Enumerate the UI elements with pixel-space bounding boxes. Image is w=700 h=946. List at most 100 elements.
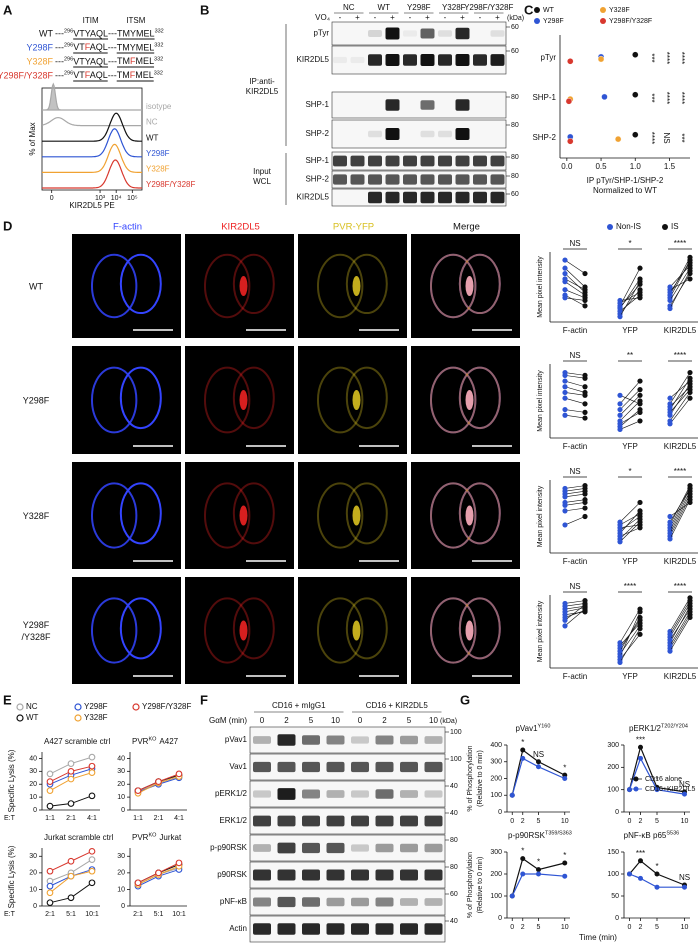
significance-label: *** [636, 735, 645, 744]
data-point [567, 58, 574, 65]
significance-label: *** [636, 849, 645, 858]
cell-outline [458, 597, 501, 660]
data-point [617, 401, 623, 407]
mw-label: 40 [450, 783, 458, 790]
blot-band [385, 191, 400, 204]
significance-label: NS [679, 873, 690, 882]
legend-label: Y298F/Y328F [609, 18, 652, 25]
itim-sequence: VTFAQL [73, 70, 108, 80]
data-point [509, 893, 515, 899]
data-point [536, 871, 541, 877]
legend-marker [16, 714, 24, 722]
significance-label: * [655, 862, 658, 871]
blot-band [351, 844, 369, 852]
pair-line [619, 420, 641, 430]
data-point [67, 894, 75, 902]
blot-label: KIR2DL5 [297, 193, 330, 202]
x-tick-label: YFP [622, 326, 638, 335]
histogram-curve [42, 128, 142, 158]
treatment-name: VO₄ [315, 13, 330, 22]
cell-outline [429, 253, 477, 319]
blot-band [385, 155, 400, 167]
blot-band [424, 843, 443, 853]
x-tick-label: 2:1 [133, 911, 143, 918]
residue: F [130, 56, 136, 66]
treatment-label: - [409, 13, 412, 22]
pair-line [619, 380, 641, 405]
legend-label: Y328F [146, 165, 170, 174]
data-point [582, 297, 588, 304]
blot-band [351, 790, 369, 798]
cell-outline [203, 597, 251, 664]
sequence-name: Y328F [26, 56, 53, 66]
data-point [562, 369, 568, 376]
cell-outline [429, 253, 477, 319]
significance-label: *** [647, 93, 656, 102]
blot-band [455, 128, 470, 140]
synapse-signal [465, 620, 474, 641]
blot-band [277, 815, 296, 827]
pair-line [564, 490, 586, 495]
y-tick-label: 20 [117, 781, 125, 788]
blot-band [326, 735, 345, 745]
data-point [562, 270, 568, 277]
plot-title-sup: T202/Y204 [661, 723, 688, 729]
pair-line [619, 289, 641, 315]
mw-label: 80 [450, 864, 458, 871]
blot-band [326, 842, 345, 854]
series-line [511, 748, 566, 796]
significance-label: NS [679, 780, 690, 789]
data-point [520, 856, 526, 862]
blot-frame [331, 91, 507, 119]
y-tick-label: 200 [490, 871, 502, 878]
series-line [511, 873, 565, 897]
pair-line [564, 516, 586, 526]
treatment-label: + [390, 13, 395, 22]
data-point [667, 395, 673, 401]
data-point [582, 499, 588, 506]
data-point [582, 392, 588, 398]
pair-line [669, 378, 691, 410]
plot-title: PVR [132, 737, 149, 746]
blot-band [420, 100, 435, 110]
x-tick-label: F-actin [563, 326, 587, 335]
data-point [67, 872, 75, 880]
pair-line [669, 383, 691, 416]
pair-line [564, 392, 586, 396]
blot-band [424, 869, 443, 881]
treatment-label: + [460, 13, 465, 22]
data-point [654, 871, 660, 877]
data-point [667, 513, 673, 520]
data-point [632, 131, 639, 138]
residue: T [79, 42, 85, 52]
data-point [155, 869, 162, 877]
x-tick-label: 5:1 [66, 911, 76, 918]
x-tick-label: 0 [628, 924, 632, 931]
x-axis-label: Normalized to WT [593, 186, 657, 195]
data-point [582, 372, 588, 378]
x-tick-label: KIR2DL5 [664, 557, 697, 566]
data-point [654, 884, 660, 890]
x-tick-label: 0.5 [595, 162, 607, 171]
blot-band [302, 897, 320, 907]
data-point [617, 539, 623, 545]
input-label: Input [253, 167, 272, 176]
pair-line [669, 617, 691, 652]
treatment-label: - [374, 13, 377, 22]
mw-label: 60 [511, 24, 519, 31]
data-point [667, 631, 673, 637]
significance-label: * [655, 776, 658, 785]
data-point [617, 300, 623, 306]
row-label: Y328F [23, 511, 50, 521]
significance-label: NS [569, 582, 580, 591]
y-axis-label: % of Max [28, 122, 37, 155]
data-point [88, 769, 96, 776]
legend-label: WT [543, 7, 555, 14]
residue: F [85, 42, 91, 52]
time-value: 0 [260, 716, 265, 725]
y-tick-label: 0 [121, 807, 125, 814]
pair-line [669, 259, 691, 298]
blot-band [400, 761, 418, 773]
residue: L [103, 42, 108, 52]
